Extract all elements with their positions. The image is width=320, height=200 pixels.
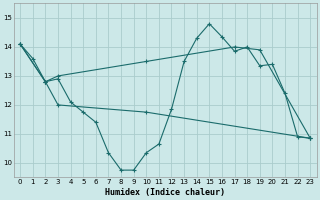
X-axis label: Humidex (Indice chaleur): Humidex (Indice chaleur) — [105, 188, 225, 197]
